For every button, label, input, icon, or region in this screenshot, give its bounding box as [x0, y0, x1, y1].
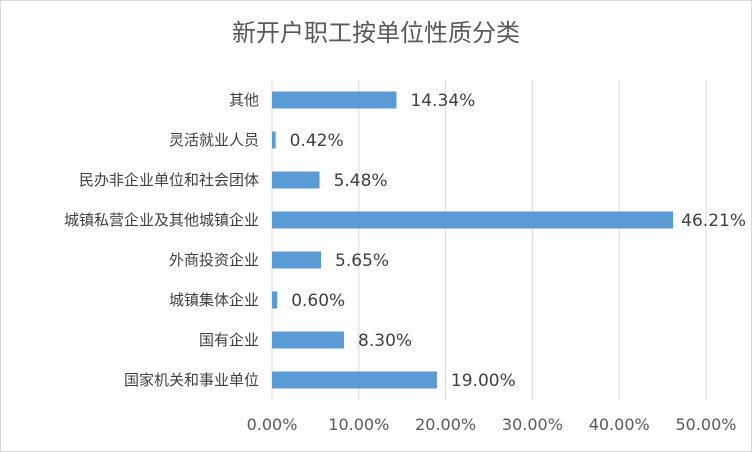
bar-2: [272, 291, 278, 309]
x-tick-label-3: 30.00%: [502, 415, 563, 434]
value-label-7: 14.34%: [410, 91, 475, 111]
category-label-3: 外商投资企业: [169, 251, 259, 269]
chart-title: 新开户职工按单位性质分类: [232, 19, 520, 47]
value-label-6: 0.42%: [290, 131, 344, 151]
bar-5: [272, 171, 320, 189]
category-label-2: 城镇集体企业: [169, 291, 259, 309]
bar-1: [272, 331, 345, 349]
value-label-5: 5.48%: [334, 171, 388, 191]
x-tick-label-2: 20.00%: [415, 415, 476, 434]
x-tick-label-4: 40.00%: [589, 415, 650, 434]
bar-4: [272, 211, 674, 229]
category-label-6: 灵活就业人员: [169, 131, 259, 149]
x-tick-label-0: 0.00%: [247, 415, 298, 434]
value-label-1: 8.30%: [358, 331, 412, 351]
category-label-4: 城镇私营企业及其他城镇企业: [64, 211, 259, 229]
category-label-5: 民办非企业单位和社会团体: [79, 171, 259, 189]
category-label-1: 国有企业: [199, 331, 259, 349]
bar-6: [272, 131, 276, 149]
bar-0: [272, 371, 437, 389]
x-tick-label-5: 50.00%: [675, 415, 736, 434]
bar-7: [272, 91, 397, 109]
value-label-0: 19.00%: [451, 371, 516, 391]
value-label-3: 5.65%: [335, 251, 389, 271]
category-label-7: 其他: [229, 91, 259, 109]
value-label-2: 0.60%: [291, 291, 345, 311]
x-tick-label-1: 10.00%: [328, 415, 389, 434]
value-label-4: 46.21%: [681, 211, 746, 231]
category-label-0: 国家机关和事业单位: [124, 371, 259, 389]
bar-3: [272, 251, 322, 269]
